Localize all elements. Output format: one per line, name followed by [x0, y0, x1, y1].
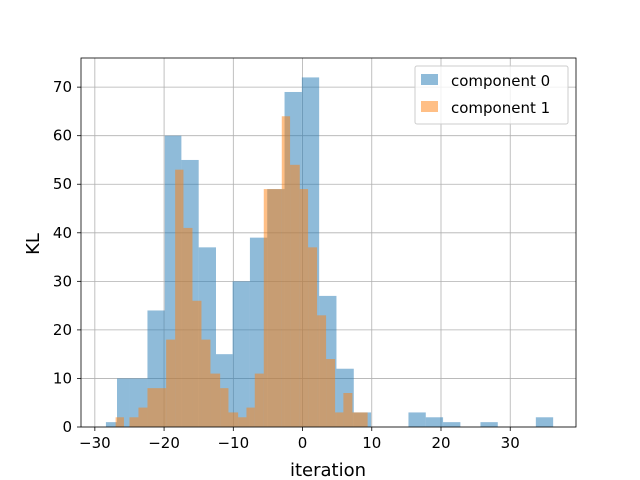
histogram-bar-component-1: [263, 189, 282, 427]
histogram-bar-component-1: [183, 227, 193, 427]
x-tick-label: −10: [217, 434, 249, 452]
x-tick-label: 10: [362, 434, 381, 452]
series-component-1-bars: [115, 116, 368, 428]
histogram-bar-component-1: [210, 373, 221, 427]
histogram-bar-component-1: [317, 315, 327, 427]
y-tick-label: 0: [62, 418, 72, 436]
histogram-bar-component-0: [117, 378, 130, 427]
histogram-bar-component-1: [138, 407, 148, 427]
y-tick-label: 50: [53, 175, 72, 193]
histogram-bar-component-1: [147, 388, 167, 427]
histogram-bar-component-1: [228, 412, 239, 427]
histogram-bar-component-1: [326, 359, 336, 427]
histogram-bar-component-0: [535, 417, 554, 427]
legend-label-component-1: component 1: [451, 99, 550, 117]
histogram-bar-component-0: [232, 281, 250, 427]
histogram-bar-component-1: [290, 164, 300, 427]
x-axis-ticks: −30 −20 −10 0 10 20 30: [79, 427, 520, 452]
x-tick-label: −30: [79, 434, 111, 452]
histogram-bar-component-1: [308, 247, 318, 427]
legend-swatch-component-1: [421, 101, 438, 112]
y-tick-label: 40: [53, 224, 72, 242]
histogram-bar-component-0: [105, 422, 117, 427]
x-tick-label: −20: [148, 434, 180, 452]
y-axis-label: KL: [23, 233, 44, 255]
histogram-bar-component-1: [299, 189, 309, 427]
y-axis-ticks: 0 10 20 30 40 50 60 70: [53, 78, 81, 436]
x-tick-label: 20: [431, 434, 450, 452]
histogram-bar-component-1: [335, 412, 344, 427]
y-tick-label: 60: [53, 127, 72, 145]
histogram-bar-component-1: [238, 417, 247, 427]
y-tick-label: 70: [53, 78, 72, 96]
histogram-bar-component-1: [192, 300, 202, 427]
histogram-bar-component-0: [425, 417, 444, 427]
histogram-bar-component-1: [175, 169, 184, 427]
x-axis-label: iteration: [290, 460, 366, 480]
legend: component 0 component 1: [414, 65, 569, 125]
y-tick-label: 10: [53, 369, 72, 387]
y-tick-label: 30: [53, 272, 72, 290]
x-tick-label: 30: [501, 434, 520, 452]
y-tick-label: 20: [53, 321, 72, 339]
histogram-bar-component-0: [443, 422, 461, 427]
histogram-bar-component-1: [201, 339, 211, 427]
legend-box: [414, 65, 569, 125]
histogram-bar-component-1: [352, 412, 368, 427]
histogram-bar-component-0: [480, 422, 498, 427]
plot-frame: [80, 57, 577, 428]
x-tick-label: 0: [298, 434, 308, 452]
histogram-bar-component-1: [129, 417, 139, 427]
legend-swatch-component-0: [421, 74, 438, 85]
histogram-bar-component-1: [254, 373, 264, 427]
histogram-bar-component-1: [115, 417, 124, 427]
histogram-bar-component-1: [246, 407, 255, 427]
histogram-bar-component-1: [166, 339, 176, 427]
histogram-bar-component-0: [408, 412, 426, 427]
histogram-bar-component-1: [220, 388, 229, 427]
histogram-bar-component-1: [343, 393, 353, 427]
legend-label-component-0: component 0: [451, 72, 550, 90]
histogram-bar-component-1: [281, 116, 291, 428]
